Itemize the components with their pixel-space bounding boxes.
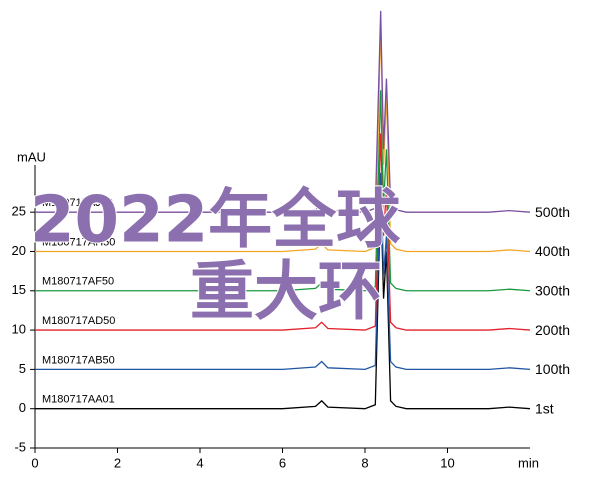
- watermark: 2022年全球: [30, 184, 401, 258]
- trace-name: M180717AD50: [42, 315, 115, 327]
- trace-name: M180717AB50: [42, 354, 115, 366]
- trace-name: M180717AF50: [42, 276, 114, 288]
- x-tick-label: 2: [114, 455, 121, 470]
- trace: [35, 10, 531, 213]
- trace: [35, 23, 531, 253]
- trace: [35, 172, 531, 371]
- trace-end-label: 100th: [535, 361, 570, 377]
- trace-end-label: 300th: [535, 282, 570, 298]
- trace-name: M180717AA01: [42, 394, 115, 406]
- y-tick-label: 10: [12, 322, 26, 337]
- x-unit: min: [518, 455, 539, 470]
- y-tick-label: 25: [12, 204, 26, 219]
- trace: [35, 90, 531, 292]
- x-tick-label: 10: [440, 455, 454, 470]
- y-tick-label: 0: [19, 400, 26, 415]
- x-tick-label: 0: [31, 455, 38, 470]
- y-tick-label: 20: [12, 243, 26, 258]
- trace-end-label: 400th: [535, 243, 570, 259]
- y-tick-label: -5: [14, 439, 26, 454]
- trace-name: M180717AH50: [42, 236, 115, 248]
- x-tick-label: 8: [361, 455, 368, 470]
- trace: [35, 188, 531, 410]
- trace: [35, 133, 531, 331]
- y-unit: mAU: [17, 149, 46, 164]
- x-tick-label: 4: [196, 455, 203, 470]
- y-tick-label: 5: [19, 361, 26, 376]
- trace-name: M180717AJ50: [42, 197, 113, 209]
- trace-end-label: 500th: [535, 204, 570, 220]
- watermark: 重大环: [190, 256, 382, 330]
- trace-end-label: 1st: [535, 400, 554, 416]
- y-tick-label: 15: [12, 282, 26, 297]
- x-tick-label: 6: [279, 455, 286, 470]
- trace-end-label: 200th: [535, 322, 570, 338]
